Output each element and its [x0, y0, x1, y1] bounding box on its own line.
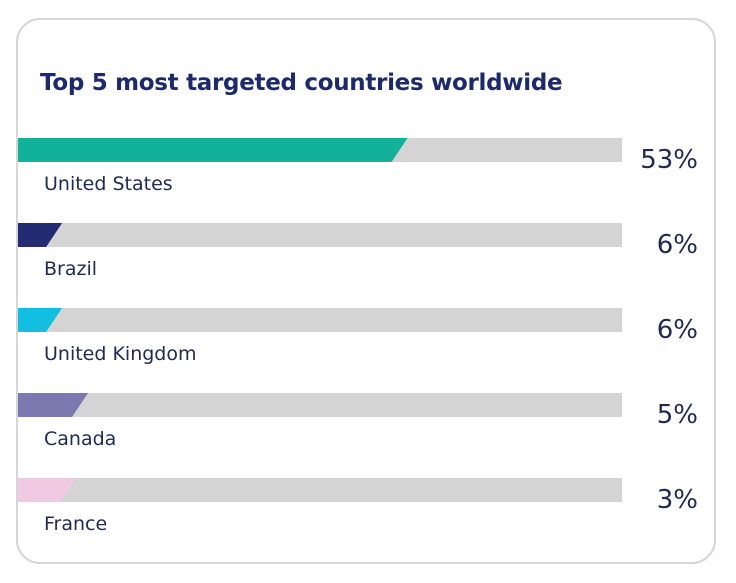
category-label-france: France — [44, 513, 107, 535]
value-label-brazil: 6% — [657, 230, 698, 260]
category-label-brazil: Brazil — [44, 258, 97, 280]
bar-track-united-kingdom — [18, 308, 622, 332]
value-label-france: 3% — [657, 485, 698, 515]
category-label-united-states: United States — [44, 173, 173, 195]
chart-title: Top 5 most targeted countries worldwide — [40, 70, 563, 96]
bar-track-brazil — [18, 223, 622, 247]
category-label-united-kingdom: United Kingdom — [44, 343, 197, 365]
bar-united-states — [18, 138, 408, 162]
bar-track-france — [18, 478, 622, 502]
bar-brazil — [18, 223, 63, 247]
value-label-united-states: 53% — [640, 145, 698, 175]
value-label-united-kingdom: 6% — [657, 315, 698, 345]
bar-united-kingdom — [18, 308, 63, 332]
value-label-canada: 5% — [657, 400, 698, 430]
bar-france — [18, 478, 76, 502]
bar-canada — [18, 393, 88, 417]
category-label-canada: Canada — [44, 428, 116, 450]
chart-card — [16, 18, 716, 564]
bar-track-canada — [18, 393, 622, 417]
